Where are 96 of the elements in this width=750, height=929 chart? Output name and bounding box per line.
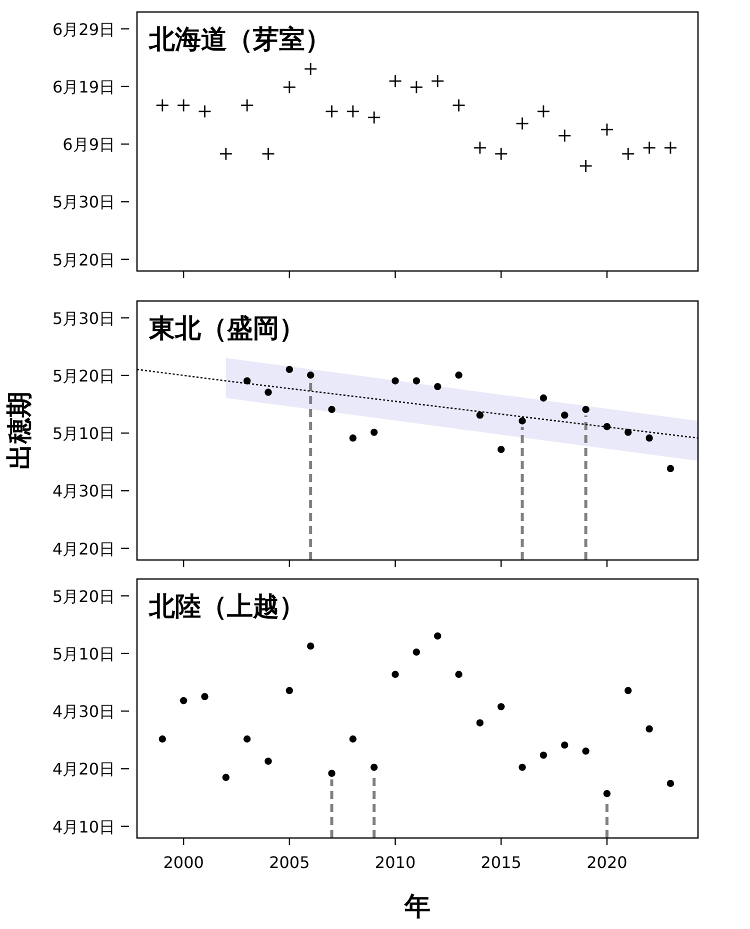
point <box>476 412 484 419</box>
point <box>283 81 296 94</box>
point <box>392 670 399 678</box>
point <box>518 764 526 771</box>
text: 4月10日 <box>52 817 115 836</box>
point <box>646 725 653 733</box>
point <box>286 686 294 694</box>
point <box>220 148 232 160</box>
point <box>624 428 632 436</box>
point <box>474 142 486 154</box>
text: 5月30日 <box>52 192 115 212</box>
point <box>558 130 571 142</box>
point <box>412 648 420 656</box>
chart-title: 東北（盛岡） <box>148 314 305 344</box>
text: 4月30日 <box>52 482 115 501</box>
point <box>580 160 592 172</box>
point <box>389 75 402 88</box>
point <box>392 377 399 384</box>
point <box>370 428 378 436</box>
text: 4月30日 <box>52 702 115 722</box>
point <box>328 406 336 414</box>
text: 4月20日 <box>52 539 115 558</box>
text: 4月20日 <box>52 760 115 779</box>
text: 5月30日 <box>52 308 115 328</box>
point <box>452 99 465 112</box>
x-axis-title: 年 <box>404 892 430 922</box>
point <box>498 446 505 454</box>
point <box>434 382 442 390</box>
chart-title: 北海道（芽室） <box>148 25 331 55</box>
point <box>434 632 442 640</box>
point <box>158 735 166 743</box>
point <box>582 748 590 755</box>
point <box>368 111 380 124</box>
point <box>646 434 653 442</box>
point <box>476 719 484 726</box>
text: 5月20日 <box>52 586 115 606</box>
point <box>222 774 230 781</box>
point <box>304 62 317 75</box>
point <box>243 735 251 743</box>
point <box>624 686 632 694</box>
point <box>198 105 211 118</box>
point <box>664 142 676 154</box>
text: 5月10日 <box>52 644 115 664</box>
point <box>349 434 357 442</box>
point <box>603 790 611 798</box>
point <box>495 148 508 160</box>
point <box>328 770 336 777</box>
point <box>622 148 634 160</box>
point <box>432 75 444 88</box>
x-tick-label: 2005 <box>269 853 310 872</box>
point <box>455 670 462 678</box>
point <box>156 99 168 112</box>
point <box>643 142 656 154</box>
point <box>516 118 528 130</box>
point <box>455 372 462 379</box>
point <box>540 394 548 402</box>
text: 6月19日 <box>52 77 115 96</box>
x-tick-label: 2010 <box>374 853 416 872</box>
text: 6月9日 <box>62 135 115 154</box>
point <box>346 105 359 118</box>
point <box>537 105 550 118</box>
point <box>286 366 294 374</box>
point <box>412 377 420 384</box>
point <box>370 764 378 771</box>
y-axis-title: 出穂期 <box>5 392 35 470</box>
x-tick-label: 2000 <box>163 853 204 872</box>
point <box>264 388 272 396</box>
point <box>306 642 314 650</box>
chart-title: 北陸（上越） <box>148 592 305 622</box>
point <box>498 703 505 710</box>
point <box>666 780 674 788</box>
point <box>201 692 208 700</box>
point <box>561 741 568 749</box>
point <box>262 148 274 160</box>
point <box>178 99 190 112</box>
point <box>410 81 422 94</box>
point <box>264 758 272 765</box>
point <box>326 105 338 118</box>
x-tick-label: 2015 <box>480 853 522 872</box>
point <box>582 406 590 414</box>
text: 6月29日 <box>52 20 115 39</box>
text: 5月20日 <box>52 250 115 270</box>
x-tick-label: 2020 <box>586 853 628 872</box>
point <box>349 735 357 743</box>
point <box>603 422 611 430</box>
point <box>243 377 251 384</box>
text: 5月20日 <box>52 366 115 386</box>
text: 5月10日 <box>52 424 115 444</box>
point <box>180 697 188 704</box>
point <box>666 464 674 472</box>
point <box>518 417 526 424</box>
point <box>540 752 548 759</box>
point <box>561 412 568 419</box>
point <box>600 124 613 136</box>
point <box>241 99 254 112</box>
point <box>306 372 314 379</box>
